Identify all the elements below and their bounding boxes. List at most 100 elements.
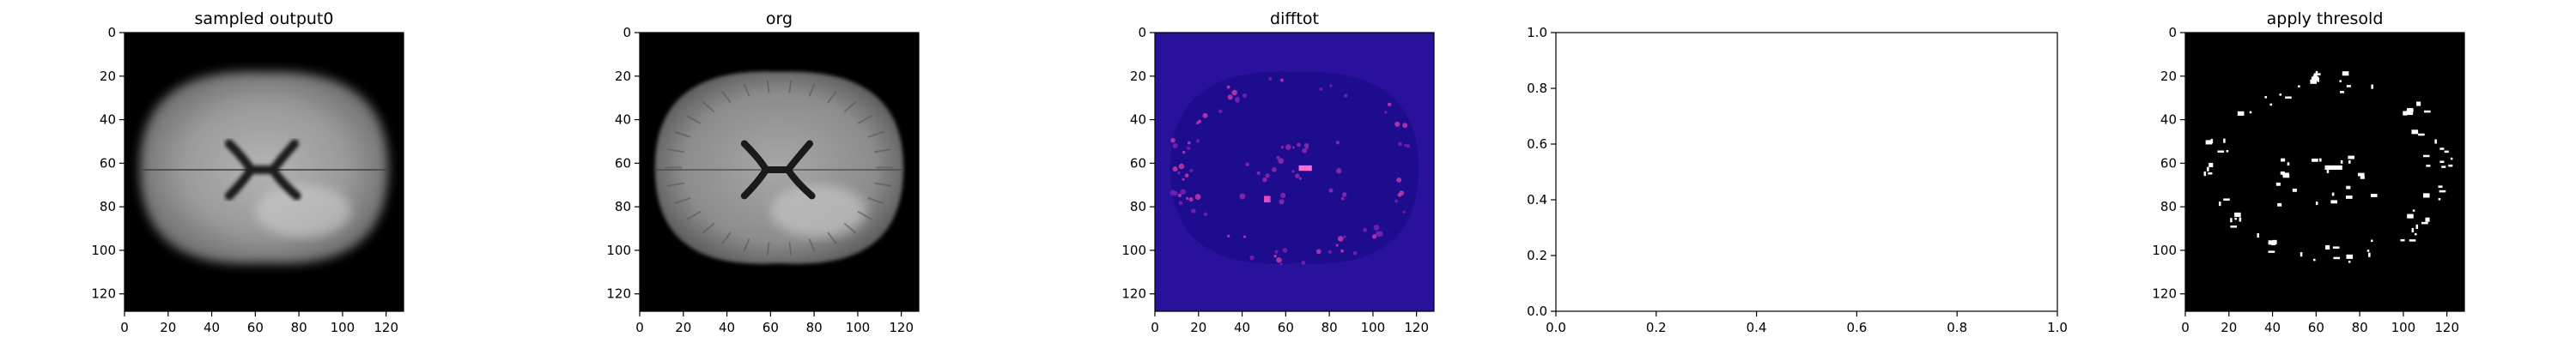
difference-speckle (1406, 144, 1411, 148)
threshold-pixel (2400, 238, 2405, 242)
difference-speckle (1335, 141, 1340, 145)
threshold-pixel (2234, 212, 2241, 217)
difference-speckle (1177, 171, 1181, 175)
threshold-pixel (2281, 158, 2286, 162)
y-tick-label: 0 (623, 25, 631, 40)
threshold-pixel (2312, 158, 2318, 162)
threshold-pixel (2371, 239, 2373, 243)
threshold-pixel (2415, 224, 2419, 229)
difference-speckle (1340, 249, 1345, 253)
difference-speckle (1282, 247, 1288, 253)
y-tick-label: 0.8 (1527, 81, 1547, 96)
y-tick-label: 0 (2168, 25, 2177, 40)
threshold-pixel (2330, 200, 2337, 204)
x-tick-label: 100 (2391, 320, 2416, 335)
difference-speckle (1273, 254, 1277, 258)
threshold-pixel (2407, 214, 2414, 219)
difference-speckle (1329, 84, 1333, 87)
difference-speckle (1285, 144, 1291, 150)
difference-speckle (1276, 257, 1282, 263)
threshold-pixel (2315, 74, 2318, 80)
threshold-pixel (2282, 174, 2290, 178)
difference-speckle (1296, 142, 1301, 147)
difference-speckle (1352, 250, 1358, 256)
difference-speckle (1265, 173, 1270, 178)
difference-speckle (1261, 177, 1267, 183)
difference-speckle (1280, 145, 1285, 149)
threshold-pixel (2411, 129, 2419, 135)
threshold-pixel (2239, 217, 2242, 222)
ventricles (224, 139, 301, 201)
cortical-fold (702, 101, 715, 113)
threshold-pixel (2360, 175, 2365, 179)
y-tick-label: 60 (100, 155, 116, 171)
difference-speckle (1178, 201, 1183, 206)
difference-speckle (1279, 78, 1284, 82)
threshold-pixel (2325, 244, 2330, 250)
difference-speckle (1340, 196, 1345, 201)
x-tick-label: 80 (806, 320, 823, 335)
y-tick-label: 0.4 (1527, 192, 1547, 208)
axes-frame (124, 32, 404, 312)
threshold-pixel (2292, 188, 2297, 192)
threshold-pixel (2319, 158, 2322, 162)
x-tick-label: 20 (1190, 320, 1206, 335)
y-tick-label: 40 (100, 112, 116, 128)
x-tick-label: 80 (1321, 320, 1338, 335)
difference-speckle (1315, 249, 1321, 255)
x-tick-label: 120 (1404, 320, 1429, 335)
y-tick-label: 40 (2160, 112, 2177, 128)
difference-speckle (1336, 167, 1342, 174)
difference-speckle (1397, 192, 1402, 197)
threshold-pixel (2439, 147, 2445, 150)
threshold-pixel (2313, 74, 2316, 79)
ventricles (740, 140, 816, 200)
difference-speckle (1295, 173, 1300, 178)
difference-speckle (1278, 158, 1285, 165)
x-tick-label: 100 (331, 320, 355, 335)
cortical-fold (788, 242, 793, 256)
cortical-fold (867, 197, 884, 205)
threshold-pixel (2230, 226, 2238, 228)
threshold-pixel (2371, 84, 2373, 89)
difference-hotspot (1263, 196, 1271, 203)
cortical-fold (874, 148, 891, 153)
difference-speckle (1375, 231, 1382, 237)
threshold-pixel (2339, 91, 2345, 93)
y-tick-label: 80 (1130, 199, 1146, 214)
difference-speckle (1302, 148, 1308, 153)
difference-speckle (1185, 196, 1189, 201)
difference-speckle (1398, 141, 1402, 147)
difference-speckle (1170, 137, 1176, 143)
threshold-pixel (2234, 217, 2237, 220)
difference-speckle (1249, 255, 1255, 261)
subplot-2: 0 20 40 60 80 100 120 0 20 40 60 80 100 120 difftot (1121, 9, 1435, 335)
difference-speckle (1319, 87, 1323, 91)
difference-speckle (1341, 192, 1347, 197)
threshold-pixel (2277, 202, 2282, 207)
difference-speckle (1303, 142, 1309, 148)
subplot-1: 0 20 40 60 80 100 120 0 20 40 60 80 100 120 org (606, 9, 920, 335)
threshold-pixel (2346, 254, 2354, 259)
cortical-fold (788, 80, 793, 93)
x-tick-label: 0.2 (1646, 320, 1667, 335)
difference-speckle (1226, 85, 1230, 89)
threshold-pixel (2217, 150, 2225, 153)
difference-speckle (1337, 235, 1344, 242)
subplot-4: 0 20 40 60 80 100 120 0 20 40 60 80 100 120 apply thre… (2152, 9, 2465, 335)
threshold-pixel (2314, 73, 2321, 75)
threshold-pixel (2348, 155, 2355, 159)
threshold-pixel (2346, 196, 2353, 199)
threshold-pixel (2418, 133, 2425, 136)
difference-speckle (1178, 163, 1185, 170)
threshold-pixel (2415, 232, 2417, 236)
difference-speckle (1186, 146, 1191, 151)
panel-title: org (766, 9, 793, 28)
threshold-pixel (2275, 182, 2281, 186)
cortical-fold (766, 242, 770, 256)
y-tick-label: 0 (107, 25, 116, 40)
difference-speckle (1242, 235, 1247, 238)
cortical-fold (874, 182, 891, 187)
x-tick-label: 60 (762, 320, 779, 335)
